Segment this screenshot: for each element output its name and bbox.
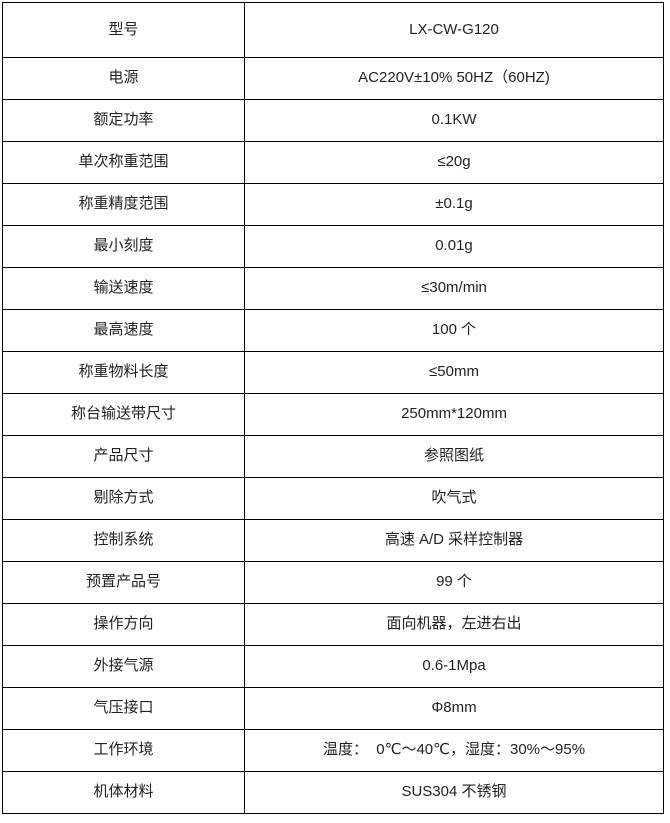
spec-label-cell: 型号 <box>2 2 245 58</box>
spec-label-cell: 外接气源 <box>2 645 245 688</box>
table-row: 产品尺寸 参照图纸 <box>2 435 664 478</box>
spec-label-cell: 称重物料长度 <box>2 351 245 394</box>
spec-value-cell: 参照图纸 <box>244 435 664 478</box>
spec-value-cell: 高速 A/D 采样控制器 <box>244 519 664 562</box>
table-row: 机体材料 SUS304 不锈钢 <box>2 771 664 814</box>
spec-label-cell: 预置产品号 <box>2 561 245 604</box>
table-row: 外接气源 0.6-1Mpa <box>2 645 664 688</box>
table-row: 称台输送带尺寸 250mm*120mm <box>2 393 664 436</box>
spec-value-cell: 0.01g <box>244 225 664 268</box>
table-row: 单次称重范围 ≤20g <box>2 141 664 184</box>
table-row: 最高速度 100 个 <box>2 309 664 352</box>
spec-label-cell: 控制系统 <box>2 519 245 562</box>
spec-label-cell: 气压接口 <box>2 687 245 730</box>
spec-value-cell: 吹气式 <box>244 477 664 520</box>
spec-label-cell: 单次称重范围 <box>2 141 245 184</box>
table-row: 称重物料长度 ≤50mm <box>2 351 664 394</box>
product-spec-table: 型号 LX-CW-G120 电源 AC220V±10% 50HZ（60HZ) 额… <box>2 2 664 814</box>
spec-label-cell: 机体材料 <box>2 771 245 814</box>
table-row: 最小刻度 0.01g <box>2 225 664 268</box>
spec-value-cell: 面向机器，左进右出 <box>244 603 664 646</box>
table-row: 工作环境 温度： 0℃～40℃，湿度：30%～95% <box>2 729 664 772</box>
spec-label-cell: 最高速度 <box>2 309 245 352</box>
table-row: 剔除方式 吹气式 <box>2 477 664 520</box>
table-row: 控制系统 高速 A/D 采样控制器 <box>2 519 664 562</box>
spec-value-cell: ≤30m/min <box>244 267 664 310</box>
table-row: 额定功率 0.1KW <box>2 99 664 142</box>
table-row: 预置产品号 99 个 <box>2 561 664 604</box>
spec-value-cell: ≤50mm <box>244 351 664 394</box>
spec-label-cell: 输送速度 <box>2 267 245 310</box>
table-row: 称重精度范围 ±0.1g <box>2 183 664 226</box>
spec-label-cell: 额定功率 <box>2 99 245 142</box>
spec-value-cell: 100 个 <box>244 309 664 352</box>
spec-label-cell: 称重精度范围 <box>2 183 245 226</box>
spec-value-cell: 0.1KW <box>244 99 664 142</box>
spec-label-cell: 最小刻度 <box>2 225 245 268</box>
spec-value-cell: AC220V±10% 50HZ（60HZ) <box>244 57 664 100</box>
table-row: 型号 LX-CW-G120 <box>2 2 664 58</box>
spec-value-cell: LX-CW-G120 <box>244 2 664 58</box>
spec-value-cell: ≤20g <box>244 141 664 184</box>
spec-label-cell: 称台输送带尺寸 <box>2 393 245 436</box>
spec-value-cell: 0.6-1Mpa <box>244 645 664 688</box>
table-row: 输送速度 ≤30m/min <box>2 267 664 310</box>
table-row: 气压接口 Φ8mm <box>2 687 664 730</box>
spec-value-cell: ±0.1g <box>244 183 664 226</box>
spec-label-cell: 电源 <box>2 57 245 100</box>
spec-label-cell: 剔除方式 <box>2 477 245 520</box>
table-row: 电源 AC220V±10% 50HZ（60HZ) <box>2 57 664 100</box>
spec-label-cell: 操作方向 <box>2 603 245 646</box>
table-row: 操作方向 面向机器，左进右出 <box>2 603 664 646</box>
spec-label-cell: 工作环境 <box>2 729 245 772</box>
spec-value-cell: SUS304 不锈钢 <box>244 771 664 814</box>
spec-value-cell: 99 个 <box>244 561 664 604</box>
spec-value-cell: 250mm*120mm <box>244 393 664 436</box>
spec-label-cell: 产品尺寸 <box>2 435 245 478</box>
spec-value-cell: Φ8mm <box>244 687 664 730</box>
spec-value-cell: 温度： 0℃～40℃，湿度：30%～95% <box>244 729 664 772</box>
